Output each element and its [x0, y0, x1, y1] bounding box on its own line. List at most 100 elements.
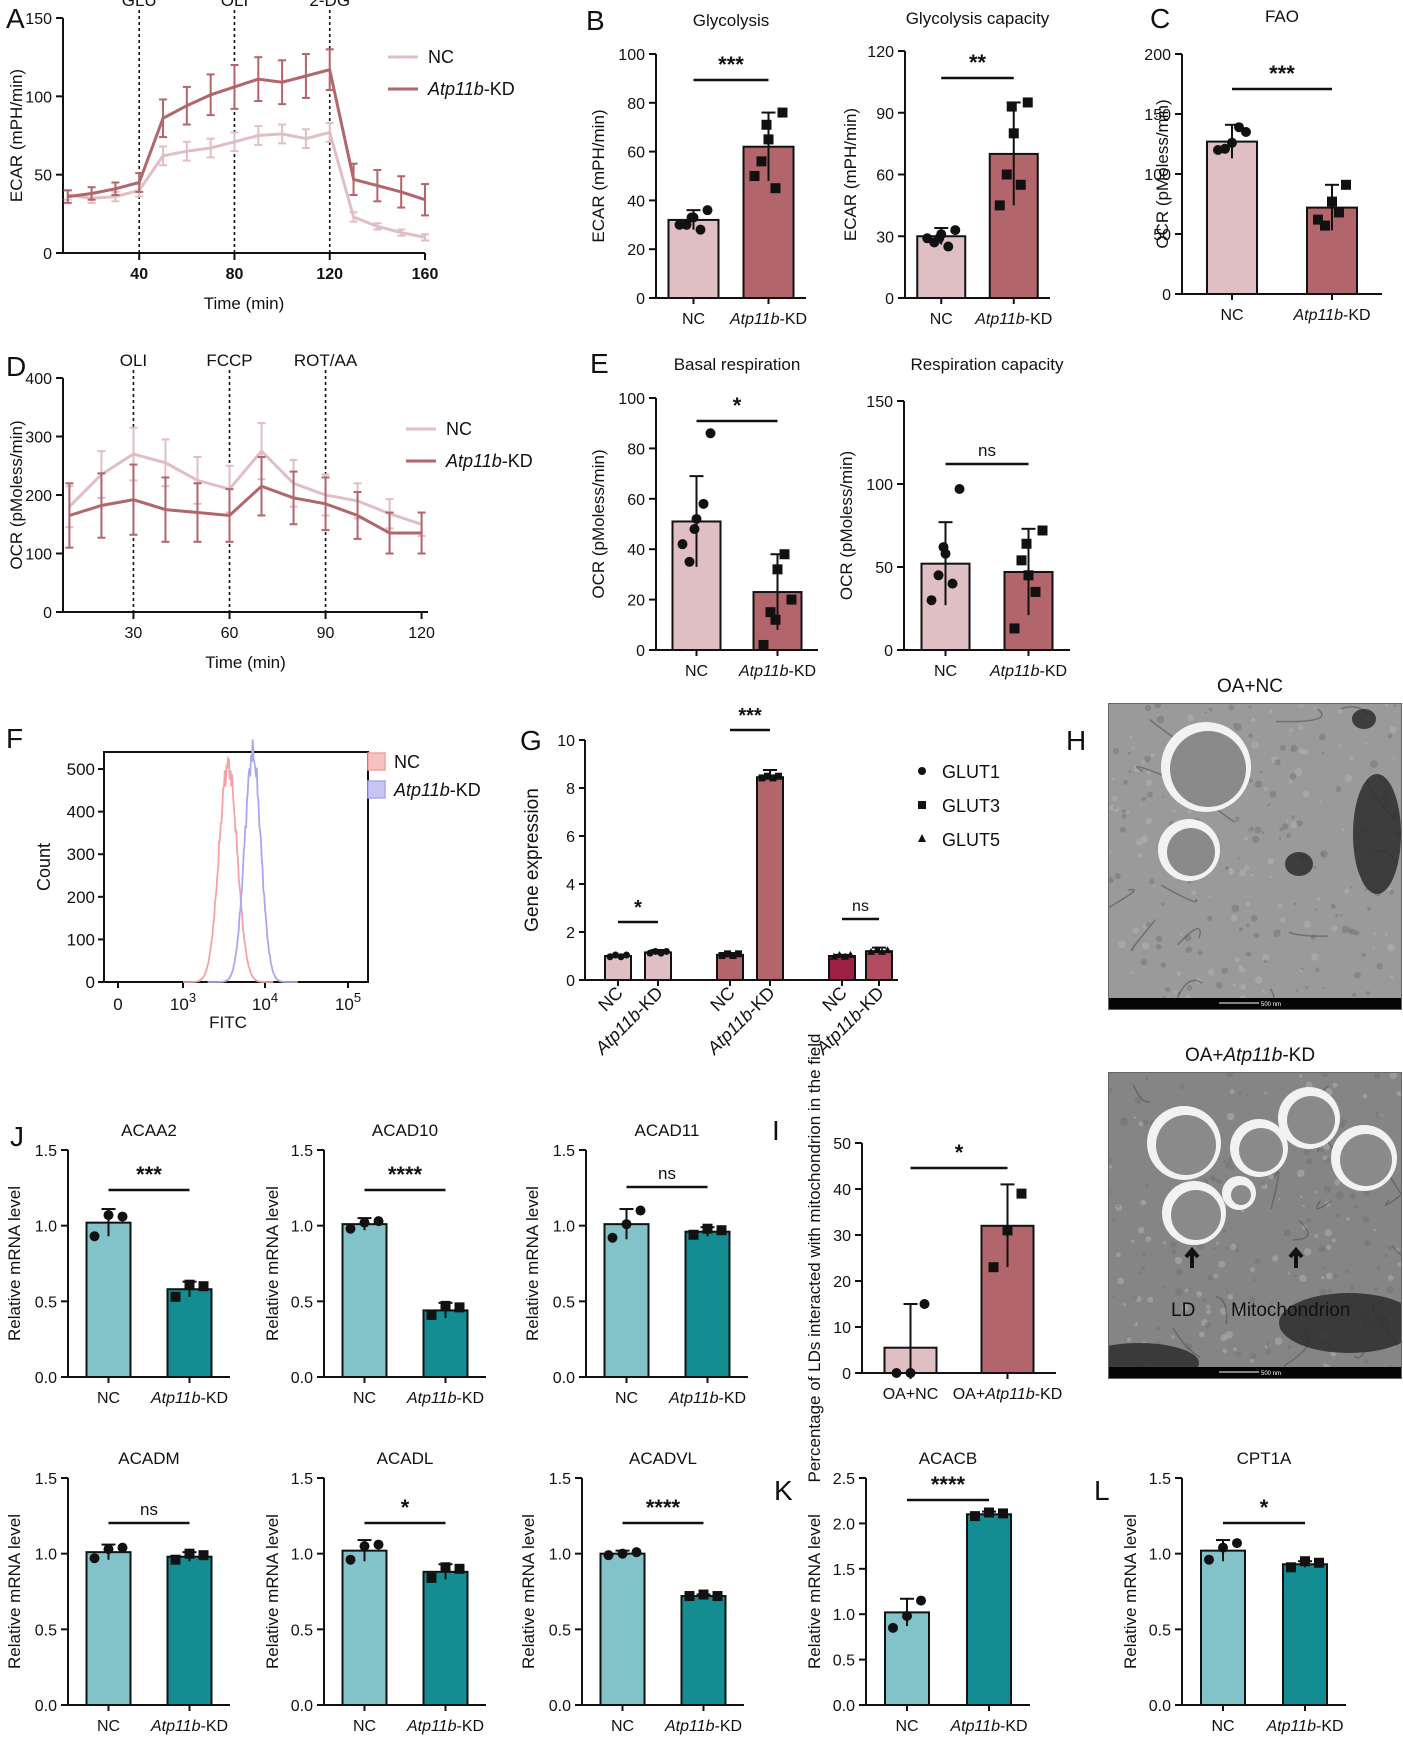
data-point — [1021, 538, 1032, 549]
micrograph-texture — [1373, 1286, 1379, 1292]
panel-letter: H — [1066, 725, 1086, 756]
data-point — [1023, 570, 1034, 581]
micrograph-texture — [1385, 933, 1388, 936]
x-tick-label: Atp11b-KD — [150, 1718, 228, 1735]
micrograph-texture — [1363, 1359, 1369, 1364]
data-point — [718, 952, 726, 960]
micrograph-texture — [1188, 881, 1192, 884]
micrograph-texture — [1207, 915, 1213, 922]
micrograph-texture — [1222, 1229, 1227, 1234]
micrograph-texture — [1340, 1118, 1347, 1125]
data-point — [1008, 128, 1019, 139]
tspan-italic: Atp11b — [406, 1390, 457, 1407]
micrograph-texture — [1185, 994, 1188, 997]
micrograph-texture — [1364, 1240, 1371, 1247]
micrograph-texture — [1254, 1258, 1261, 1265]
micrograph-texture — [1267, 857, 1275, 865]
y-axis-label: Relative mRNA level — [5, 1186, 24, 1341]
micrograph-texture — [1313, 866, 1317, 869]
y-axis-label: ECAR (mPH/min) — [7, 69, 26, 202]
micrograph-texture — [1391, 1245, 1401, 1256]
micrograph-texture — [1234, 816, 1240, 822]
micrograph-texture — [1252, 835, 1260, 844]
y-tick-label: 20 — [627, 242, 645, 259]
x-tick-label: 60 — [221, 625, 239, 642]
micrograph-texture — [1109, 1190, 1113, 1194]
micrograph-texture — [1223, 1159, 1227, 1164]
micrograph-texture — [1269, 790, 1277, 798]
micrograph-texture — [1305, 1217, 1312, 1224]
micrograph-texture — [1278, 1197, 1281, 1201]
y-tick-label: 0.0 — [35, 1698, 57, 1715]
x-tick-label: NC — [594, 983, 627, 1016]
micrograph-texture — [1145, 1236, 1152, 1243]
micrograph-texture — [1305, 1081, 1313, 1089]
y-tick-label: 1.5 — [35, 1143, 57, 1160]
data-point — [994, 200, 1005, 211]
micrograph-texture — [1144, 704, 1152, 712]
data-point — [695, 224, 706, 235]
micrograph-texture — [1216, 982, 1223, 989]
micrograph-texture — [1249, 1358, 1255, 1363]
micrograph-texture — [1224, 865, 1229, 871]
chart-title: Glycolysis capacity — [906, 9, 1050, 28]
legend-marker — [918, 767, 926, 775]
micrograph-texture — [1173, 990, 1178, 995]
panel-letter: K — [774, 1475, 793, 1506]
micrograph-texture — [1276, 708, 1323, 723]
micrograph-texture — [1289, 772, 1297, 780]
y-axis-label: Percentage of LDs interacted with mitoch… — [805, 1034, 824, 1483]
y-tick-label: 20 — [627, 593, 645, 610]
micrograph-texture — [1250, 1353, 1257, 1360]
significance-label: *** — [1269, 61, 1295, 86]
y-axis-label: Relative mRNA level — [263, 1514, 282, 1669]
lipid-droplet — [1167, 828, 1215, 876]
micrograph-texture — [1238, 927, 1243, 932]
data-point — [345, 1223, 356, 1234]
micrograph-texture — [1117, 1277, 1125, 1285]
y-tick-label: 30 — [876, 229, 894, 246]
data-point — [916, 1595, 926, 1606]
data-point — [777, 107, 788, 118]
tspan-italic: Atp11b — [738, 663, 789, 680]
bar-4 — [828, 955, 856, 981]
y-tick-label: 0 — [636, 291, 645, 308]
micrograph-texture — [1293, 1274, 1297, 1278]
arrow-mitochondrion — [1288, 1246, 1304, 1268]
bar-1 — [1282, 1563, 1328, 1707]
legend-swatch — [367, 752, 386, 771]
micrograph-texture — [1318, 1245, 1326, 1253]
micrograph-texture — [1266, 1342, 1269, 1346]
micrograph-texture — [1109, 1087, 1113, 1092]
data-point — [698, 1589, 709, 1600]
y-tick-label: 60 — [627, 492, 645, 509]
micrograph-texture — [1179, 932, 1183, 936]
micrograph-texture — [1263, 787, 1268, 792]
y-tick-label: 0.5 — [291, 1622, 313, 1639]
tspan: -KD — [502, 451, 533, 471]
micrograph-texture — [1277, 903, 1283, 909]
micrograph-texture — [1319, 1147, 1325, 1153]
legend-label: NC — [446, 419, 472, 439]
y-tick-label: 0 — [566, 973, 575, 990]
micrograph-texture — [1288, 746, 1291, 749]
micrograph-texture — [1330, 903, 1336, 909]
micrograph-texture — [1302, 704, 1307, 707]
micrograph-texture — [1128, 751, 1131, 755]
micrograph-texture — [1332, 1082, 1338, 1088]
micrograph-texture — [1215, 1178, 1222, 1185]
data-point — [426, 1572, 437, 1583]
tspan: -KD — [456, 1718, 484, 1735]
micrograph-texture — [1303, 1148, 1311, 1156]
y-tick-label: 0 — [43, 246, 52, 263]
tspan: -KD — [484, 79, 515, 99]
micrograph-texture — [1384, 704, 1389, 707]
label-ld: LD — [1171, 1300, 1195, 1321]
legend-label: GLUT5 — [942, 830, 1000, 850]
micrograph-texture — [1344, 774, 1353, 783]
x-tick-label: OA+Atp11b-KD — [953, 1386, 1063, 1403]
micrograph-texture — [1235, 1351, 1242, 1357]
micrograph-texture — [1140, 835, 1149, 844]
micrograph-texture — [1204, 1322, 1211, 1329]
data-point — [426, 1309, 437, 1320]
